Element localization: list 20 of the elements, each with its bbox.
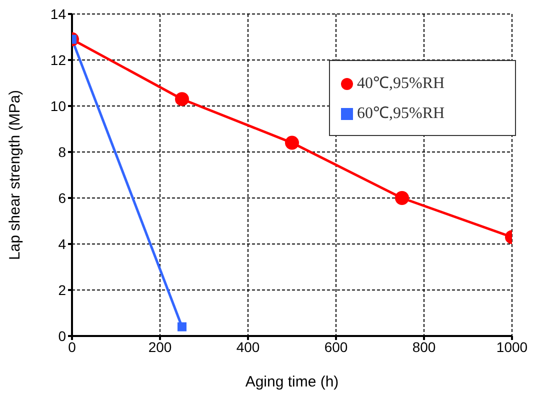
y-tick-label: 12 (50, 52, 66, 68)
y-tick-label: 10 (50, 98, 66, 114)
y-tick-label: 8 (58, 144, 66, 160)
point (285, 136, 299, 150)
legend-label: 60℃,95%RH (357, 104, 445, 124)
y-tick-label: 0 (58, 328, 66, 344)
y-tick-label: 6 (58, 190, 66, 206)
x-tick-label: 1000 (496, 338, 528, 355)
x-tick-label: 200 (148, 338, 172, 355)
legend-label: 40℃,95%RH (357, 74, 445, 94)
x-tick-label: 400 (236, 338, 260, 355)
x-tick-label: 800 (412, 338, 436, 355)
x-axis-title: Aging time (h) (245, 374, 339, 391)
y-tick-label: 14 (50, 6, 66, 22)
x-tick-label: 600 (324, 338, 348, 355)
point (175, 92, 189, 106)
y-tick-label: 2 (58, 282, 66, 298)
x-tick-label: 0 (68, 338, 76, 355)
y-tick-label: 4 (58, 236, 66, 252)
y-axis-title: Lap shear strength (MPa) (6, 90, 24, 260)
